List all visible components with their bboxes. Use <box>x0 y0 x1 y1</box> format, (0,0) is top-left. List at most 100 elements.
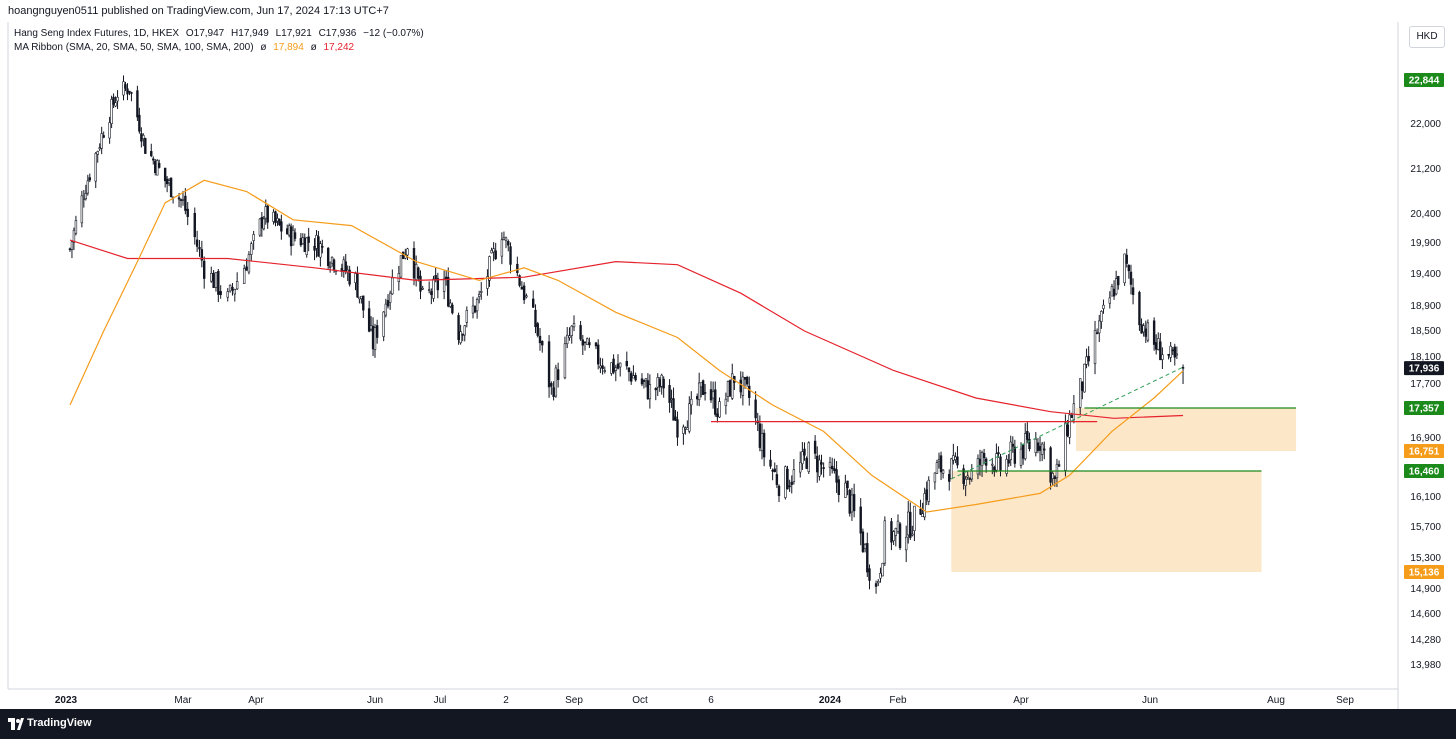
candle-body <box>556 369 560 381</box>
candle-body <box>565 334 569 345</box>
candle-body <box>970 470 974 480</box>
symbol-legend[interactable]: Hang Seng Index Futures, 1D, HKEX O17,94… <box>14 28 428 39</box>
candle-body <box>293 232 297 239</box>
candle-body <box>921 513 924 518</box>
ma-symbol: ø <box>260 42 267 53</box>
ma-red-value: 17,242 <box>323 42 355 53</box>
candle-body <box>463 325 466 336</box>
y-tick-label: 16,100 <box>1410 492 1441 503</box>
candle-body <box>301 237 305 245</box>
candle-body <box>507 241 510 246</box>
candle-body <box>1007 459 1010 464</box>
candle-body <box>964 478 967 486</box>
chart-background <box>0 0 1456 709</box>
candle-body <box>245 266 248 271</box>
candle-body <box>927 479 930 502</box>
candle-body <box>877 581 880 584</box>
candle-body <box>1098 320 1101 334</box>
candle-body <box>603 370 607 372</box>
ma-ribbon-label[interactable]: MA Ribbon (SMA, 20, SMA, 50, SMA, 100, S… <box>14 42 254 53</box>
price-chart[interactable]: 22,000 21,200 20,400 19,900 19,400 18,900 18,5… <box>0 0 1456 709</box>
candle-body <box>488 256 491 281</box>
symbol-name[interactable]: Hang Seng Index Futures, 1D, HKEX <box>14 28 180 39</box>
candle-body <box>1049 447 1052 483</box>
price-tag-bg-0 <box>1404 73 1444 87</box>
candle-body <box>547 341 551 388</box>
candle-body <box>184 195 187 211</box>
candle-body <box>260 217 264 229</box>
candle-body <box>531 298 535 308</box>
candle-body <box>758 423 762 448</box>
ma-ribbon-legend[interactable]: MA Ribbon (SMA, 20, SMA, 50, SMA, 100, S… <box>14 42 358 53</box>
candle-body <box>193 212 196 238</box>
sma-50-line <box>69 179 1184 513</box>
candle-body <box>262 218 266 230</box>
candle-body <box>982 453 986 458</box>
currency-button[interactable]: HKD <box>1409 26 1445 48</box>
candle-body <box>525 295 528 298</box>
candle-body <box>868 568 871 581</box>
candle-body <box>773 468 776 472</box>
candle-body <box>818 459 821 477</box>
candle-body <box>925 489 928 501</box>
footer-brand: TradingView <box>27 717 92 729</box>
candle-body <box>625 360 629 367</box>
candle-body <box>618 362 622 368</box>
y-tick-label: 15,300 <box>1410 553 1441 564</box>
candle-body <box>356 273 359 298</box>
candle-body <box>369 325 373 330</box>
candle-body <box>919 508 922 515</box>
candle-body <box>465 310 469 323</box>
candle-body <box>72 229 76 243</box>
candle-body <box>266 205 269 223</box>
low-value: L17,921 <box>275 28 312 39</box>
candle-body <box>258 218 262 236</box>
candle-body <box>154 160 157 173</box>
candle-body <box>646 380 650 400</box>
candle-body <box>167 180 171 184</box>
candle-body <box>690 398 693 406</box>
candle-body <box>124 84 127 89</box>
candle-body <box>362 295 365 311</box>
tradingview-logo-icon <box>8 718 24 730</box>
candle-body <box>801 451 804 465</box>
candle-body <box>662 378 665 389</box>
candle-body <box>177 197 181 200</box>
candle-body <box>451 304 454 314</box>
candle-body <box>1159 341 1162 361</box>
close-value: C17,936 <box>318 28 357 39</box>
candle-body <box>844 482 847 498</box>
candle-body <box>226 291 229 298</box>
candle-body <box>313 245 316 251</box>
candle-body <box>278 218 281 225</box>
candle-body <box>367 308 371 332</box>
open-value: O17,947 <box>185 28 225 39</box>
candle-body <box>112 96 115 105</box>
candle-body <box>648 384 652 400</box>
candle-body <box>1040 443 1044 455</box>
candle-body <box>852 494 856 512</box>
candle-body <box>709 389 713 401</box>
y-tick-label: 16,900 <box>1410 433 1441 444</box>
candle-body <box>231 286 234 291</box>
candle-body <box>968 478 971 480</box>
candle-body <box>718 401 721 418</box>
candle-body <box>610 362 613 374</box>
candle-body <box>165 178 169 185</box>
candle-body <box>330 256 334 264</box>
candle-body <box>552 387 555 397</box>
candle-body <box>419 275 422 292</box>
candle-body <box>995 453 998 471</box>
candle-body <box>1013 446 1017 464</box>
candle-body <box>1100 311 1103 322</box>
candle-body <box>695 396 699 400</box>
candle-body <box>1051 473 1054 479</box>
candle-body <box>1154 342 1158 350</box>
candle-body <box>200 249 204 261</box>
candle-body <box>328 266 332 268</box>
candle-body <box>777 485 781 497</box>
candle-body <box>1066 424 1069 436</box>
candle-body <box>382 311 385 337</box>
candle-body <box>1114 278 1118 295</box>
candle-body <box>1095 332 1099 334</box>
